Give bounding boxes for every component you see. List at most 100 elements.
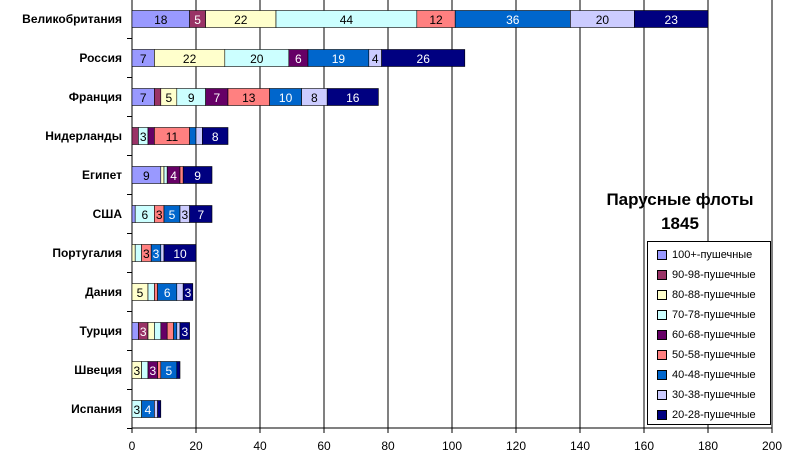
- bar-segment: [182, 166, 213, 184]
- data-label: 19: [332, 52, 346, 66]
- bar-segment: [202, 127, 229, 145]
- data-label: 3: [153, 247, 160, 261]
- bar-segment: [147, 283, 155, 301]
- bar-segment: [381, 49, 466, 67]
- legend-label: 60-68-пушечные: [672, 329, 756, 341]
- category-label: Португалия: [52, 246, 122, 260]
- legend-item: 30-38-пушечные: [657, 385, 770, 405]
- data-label: 16: [346, 91, 360, 105]
- data-label: 22: [183, 52, 197, 66]
- bar-segment: [141, 361, 149, 379]
- bar-segment: [147, 322, 155, 340]
- category-label: Великобритания: [22, 12, 122, 26]
- data-label: 8: [311, 91, 318, 105]
- bar-segment: [157, 361, 162, 379]
- x-tick-label: 120: [506, 439, 526, 453]
- legend-label: 30-38-пушечные: [672, 389, 756, 401]
- data-label: 22: [234, 13, 248, 27]
- legend-item: 80-88-пушечные: [657, 285, 770, 305]
- bar-segment: [163, 244, 197, 262]
- bar-segment: [160, 322, 168, 340]
- category-label: Швеция: [74, 363, 122, 377]
- chart-title: Парусные флоты 1845: [580, 188, 780, 236]
- category-label: Россия: [79, 51, 122, 65]
- bar-segment: [154, 283, 158, 301]
- category-label: Дания: [85, 285, 122, 299]
- legend-item: 90-98-пушечные: [657, 265, 770, 285]
- legend: 100+-пушечные 90-98-пушечные 80-88-пушечны…: [647, 241, 771, 425]
- bar-segment: [154, 400, 158, 418]
- legend-swatch: [657, 250, 667, 260]
- x-tick-label: 20: [189, 439, 203, 453]
- data-label: 3: [181, 325, 188, 339]
- data-label: 6: [164, 286, 171, 300]
- data-label: 4: [145, 403, 152, 417]
- data-label: 7: [197, 208, 204, 222]
- data-label: 9: [188, 91, 195, 105]
- legend-item: 70-78-пушечные: [657, 305, 770, 325]
- legend-swatch: [657, 390, 667, 400]
- bar-segment: [163, 166, 168, 184]
- data-label: 6: [295, 52, 302, 66]
- legend-label: 70-78-пушечные: [672, 309, 756, 321]
- bar-segment: [182, 283, 194, 301]
- legend-item: 40-48-пушечные: [657, 365, 770, 385]
- data-label: 3: [156, 208, 163, 222]
- data-label: 20: [596, 13, 610, 27]
- data-label: 9: [143, 169, 150, 183]
- category-label: Турция: [80, 324, 122, 338]
- legend-swatch: [657, 330, 667, 340]
- data-label: 3: [185, 286, 192, 300]
- x-tick-label: 160: [634, 439, 654, 453]
- title-text: Парусные флоты: [606, 190, 754, 209]
- data-label: 3: [143, 247, 150, 261]
- data-label: 10: [279, 91, 293, 105]
- data-label: 5: [165, 91, 172, 105]
- data-label: 3: [140, 325, 147, 339]
- category-label: Испания: [71, 402, 122, 416]
- legend-item: 20-28-пушечные: [657, 405, 770, 425]
- legend-swatch: [657, 290, 667, 300]
- data-label: 7: [140, 91, 147, 105]
- data-label: 5: [165, 364, 172, 378]
- bar-segment: [195, 127, 203, 145]
- bar-segment: [173, 322, 178, 340]
- x-tick-label: 60: [317, 439, 331, 453]
- bar-segment: [176, 361, 181, 379]
- data-label: 12: [429, 13, 443, 27]
- bar-segment: [154, 322, 162, 340]
- data-label: 3: [133, 364, 140, 378]
- data-label: 11: [166, 130, 179, 144]
- data-label: 9: [194, 169, 201, 183]
- x-tick-label: 100: [442, 439, 462, 453]
- x-tick-label: 180: [698, 439, 718, 453]
- legend-label: 90-98-пушечные: [672, 269, 756, 281]
- legend-label: 20-28-пушечные: [672, 409, 756, 421]
- bar-segment: [134, 244, 142, 262]
- data-label: 3: [140, 130, 147, 144]
- data-label: 3: [133, 403, 140, 417]
- bar-segment: [131, 244, 136, 262]
- legend-item: 100+-пушечные: [657, 245, 770, 265]
- subtitle-text: 1845: [661, 214, 699, 233]
- x-tick-label: 80: [381, 439, 395, 453]
- bar-segment: [176, 322, 181, 340]
- bar-segment: [326, 88, 379, 106]
- category-label: Египет: [82, 168, 122, 182]
- bar-segment: [166, 322, 174, 340]
- legend-label: 50-58-пушечные: [672, 349, 756, 361]
- data-label: 4: [170, 169, 177, 183]
- bar-segment: [160, 244, 165, 262]
- data-label: 44: [340, 13, 354, 27]
- data-label: 8: [212, 130, 219, 144]
- data-label: 5: [169, 208, 176, 222]
- x-tick-label: 0: [129, 439, 136, 453]
- data-label: 4: [372, 52, 379, 66]
- x-tick-label: 40: [253, 439, 267, 453]
- data-label: 7: [213, 91, 220, 105]
- category-label: Нидерланды: [45, 129, 122, 143]
- legend-item: 50-58-пушечные: [657, 345, 770, 365]
- data-label: 10: [173, 247, 187, 261]
- bar-segment: [634, 10, 709, 28]
